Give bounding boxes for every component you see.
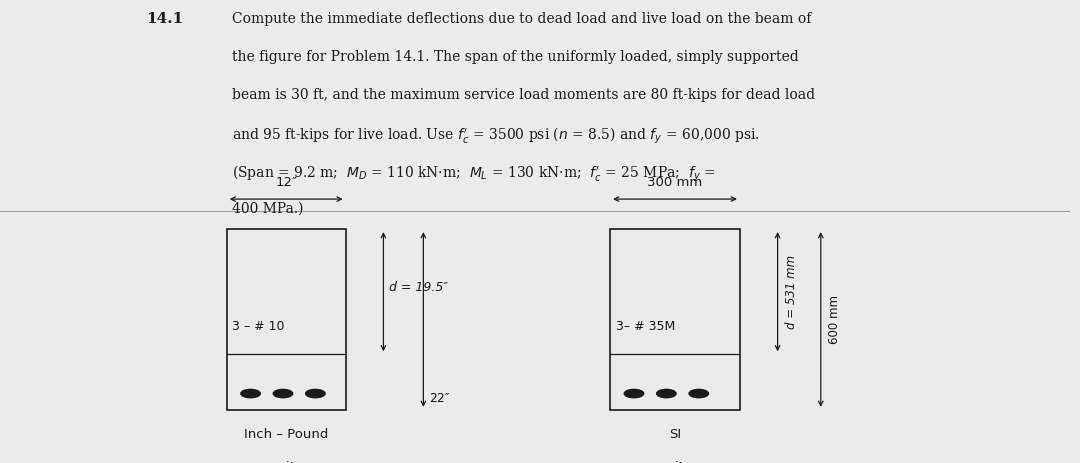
Text: 300 mm: 300 mm bbox=[647, 176, 703, 189]
Text: 600 mm: 600 mm bbox=[828, 295, 841, 344]
Text: units: units bbox=[659, 461, 691, 463]
Circle shape bbox=[657, 389, 676, 398]
Text: 14.1: 14.1 bbox=[146, 12, 183, 25]
Circle shape bbox=[241, 389, 260, 398]
Text: 22″: 22″ bbox=[429, 392, 449, 405]
Circle shape bbox=[624, 389, 644, 398]
Text: 3 – # 10: 3 – # 10 bbox=[232, 320, 285, 333]
Text: and 95 ft-kips for live load. Use $f_c^{\prime}$ = 3500 psi ($n$ = 8.5) and $f_y: and 95 ft-kips for live load. Use $f_c^{… bbox=[232, 125, 760, 146]
Text: d = 19.5″: d = 19.5″ bbox=[389, 281, 448, 294]
Text: units: units bbox=[270, 461, 302, 463]
Text: d = 531 mm: d = 531 mm bbox=[785, 255, 798, 329]
Text: 400 MPa.): 400 MPa.) bbox=[232, 201, 303, 215]
Circle shape bbox=[273, 389, 293, 398]
Text: Compute the immediate deflections due to dead load and live load on the beam of: Compute the immediate deflections due to… bbox=[232, 12, 811, 25]
Text: 12″: 12″ bbox=[275, 176, 297, 189]
Circle shape bbox=[689, 389, 708, 398]
Text: (Span = 9.2 m;  $M_D$ = 110 kN$\cdot$m;  $M_L$ = 130 kN$\cdot$m;  $f_c^{\prime}$: (Span = 9.2 m; $M_D$ = 110 kN$\cdot$m; $… bbox=[232, 163, 716, 184]
Bar bbox=[227, 229, 346, 410]
Text: Inch – Pound: Inch – Pound bbox=[244, 428, 328, 441]
Text: the figure for Problem 14.1. The span of the uniformly loaded, simply supported: the figure for Problem 14.1. The span of… bbox=[232, 50, 799, 63]
Text: beam is 30 ft, and the maximum service load moments are 80 ft-kips for dead load: beam is 30 ft, and the maximum service l… bbox=[232, 88, 815, 101]
Text: 3– # 35M: 3– # 35M bbox=[616, 320, 675, 333]
Text: SI: SI bbox=[669, 428, 681, 441]
Bar bbox=[610, 229, 740, 410]
Circle shape bbox=[306, 389, 325, 398]
